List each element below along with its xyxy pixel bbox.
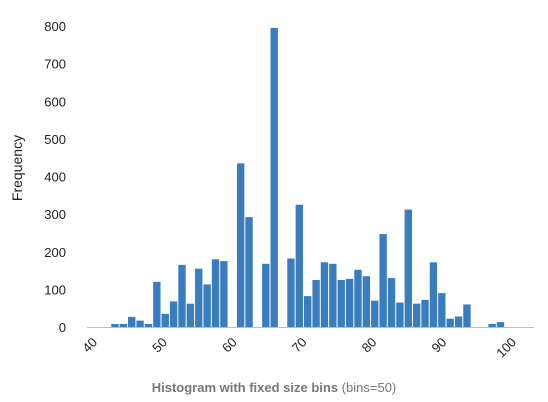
caption-rest: (bins=50)	[338, 380, 397, 395]
histogram-bar	[454, 316, 463, 327]
histogram-bar	[262, 263, 270, 327]
histogram-bar	[128, 316, 136, 327]
y-tick-label: 500	[44, 132, 66, 147]
histogram-bar	[354, 269, 362, 327]
histogram-bar	[438, 293, 446, 327]
x-axis-ticks: 40 50 60 70 80 90 100	[79, 335, 519, 361]
y-tick-label: 100	[44, 282, 66, 297]
y-tick-label: 800	[44, 19, 66, 34]
histogram-bar	[153, 281, 161, 327]
x-tick-label: 80	[359, 335, 380, 356]
histogram-bar	[236, 163, 245, 327]
histogram-bar	[488, 323, 496, 327]
histogram-bar	[312, 279, 320, 327]
y-tick-label: 400	[44, 170, 66, 185]
histogram-bar	[320, 262, 329, 327]
x-tick-label: 40	[79, 335, 100, 356]
histogram-bar	[195, 268, 203, 327]
histogram-bar	[119, 323, 128, 327]
x-tick-label: 100	[493, 335, 519, 361]
y-axis-title: Frequency	[9, 135, 25, 201]
histogram-bar	[345, 278, 354, 327]
histogram-bar	[245, 217, 253, 327]
histogram-bar	[144, 323, 153, 327]
y-tick-label: 200	[44, 245, 66, 260]
x-tick-label: 60	[219, 335, 240, 356]
histogram-bar	[371, 300, 379, 327]
y-tick-label: 600	[44, 94, 66, 109]
histogram-bar	[111, 323, 119, 327]
histogram-bar	[270, 27, 278, 327]
histogram-bar	[421, 299, 429, 327]
histogram-bar	[136, 320, 144, 327]
histogram-bar	[496, 322, 505, 327]
histogram-bar	[429, 262, 438, 327]
x-tick-label: 70	[289, 335, 310, 356]
bars-group	[111, 27, 505, 327]
histogram-bar	[446, 318, 454, 327]
histogram-bar	[387, 278, 396, 327]
histogram-bar	[203, 284, 211, 327]
histogram-bar	[463, 304, 471, 327]
histogram-bar	[404, 209, 412, 327]
histogram-bar	[412, 303, 421, 327]
histogram-bar	[211, 259, 220, 327]
histogram-bar	[295, 204, 304, 327]
histogram-bar	[362, 276, 371, 327]
histogram-bar	[337, 279, 345, 327]
histogram-bar	[169, 301, 178, 327]
histogram-bar	[161, 313, 169, 327]
histogram-bar	[396, 302, 404, 327]
caption-bold: Histogram with fixed size bins	[151, 380, 339, 395]
histogram-bar	[329, 263, 337, 327]
histogram-bar	[304, 296, 312, 327]
y-tick-label: 300	[44, 207, 66, 222]
chart-caption: Histogram with fixed size bins (bins=50)	[0, 380, 548, 395]
histogram-bar	[379, 234, 387, 327]
x-tick-label: 50	[149, 335, 170, 356]
histogram-bar	[178, 264, 186, 327]
histogram-bar	[220, 261, 228, 327]
histogram-bar	[287, 258, 295, 327]
x-tick-label: 90	[428, 335, 449, 356]
y-axis-ticks: 0 100 200 300 400 500 600 700 800	[44, 19, 66, 335]
histogram-bar	[186, 303, 195, 327]
y-tick-label: 0	[59, 320, 66, 335]
y-tick-label: 700	[44, 57, 66, 72]
